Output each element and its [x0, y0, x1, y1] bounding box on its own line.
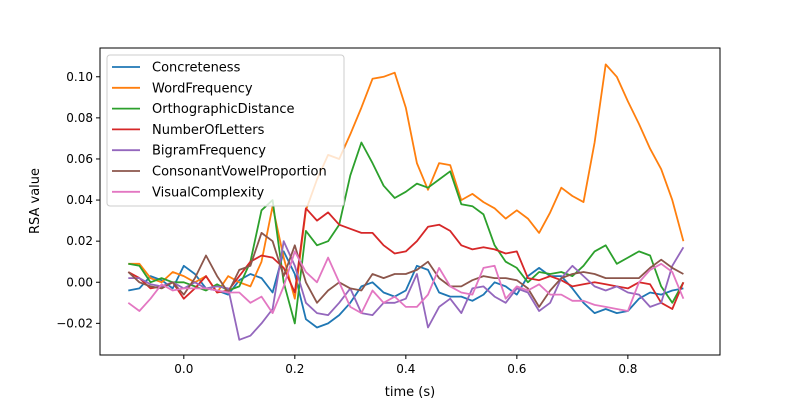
y-tick-label: 0.00: [66, 275, 93, 289]
legend-label: VisualComplexity: [152, 185, 265, 200]
legend-label: WordFrequency: [152, 81, 253, 96]
legend-label: OrthographicDistance: [152, 102, 295, 117]
y-tick-label: 0.02: [66, 234, 93, 248]
series-line-BigramFrequency: [128, 240, 685, 341]
legend-box: [106, 54, 345, 207]
series-line-ConsonantVowelProportion: [127, 231, 684, 308]
x-tick-label: 0.4: [396, 362, 415, 376]
legend-label: BigramFrequency: [152, 144, 266, 159]
legend-label: NumberOfLetters: [152, 123, 265, 138]
y-tick-label: 0.10: [66, 70, 93, 84]
axes-frame: [99, 47, 721, 356]
y-tick-label: 0.08: [66, 111, 93, 125]
x-tick-label: 0.0: [174, 362, 193, 376]
y-axis-label: RSA value: [28, 168, 43, 234]
y-axis: −0.02 0.00 0.02 0.04 0.06 0.08 0.10: [56, 70, 100, 330]
x-tick-label: 0.8: [618, 362, 637, 376]
legend-label: ConsonantVowelProportion: [152, 165, 327, 180]
legend: Concreteness WordFrequency OrthographicDis…: [106, 54, 345, 207]
y-tick-label: −0.02: [56, 316, 93, 330]
y-tick-label: 0.06: [66, 152, 93, 166]
x-tick-label: 0.6: [507, 362, 526, 376]
series-line-VisualComplexity: [127, 250, 685, 315]
series-layer: [127, 63, 685, 341]
legend-label: Concreteness: [152, 61, 241, 76]
x-axis: 0.0 0.2 0.4 0.6 0.8: [174, 355, 637, 376]
x-axis-label: time (s): [385, 385, 435, 400]
y-tick-label: 0.04: [66, 193, 93, 207]
x-tick-label: 0.2: [285, 362, 304, 376]
